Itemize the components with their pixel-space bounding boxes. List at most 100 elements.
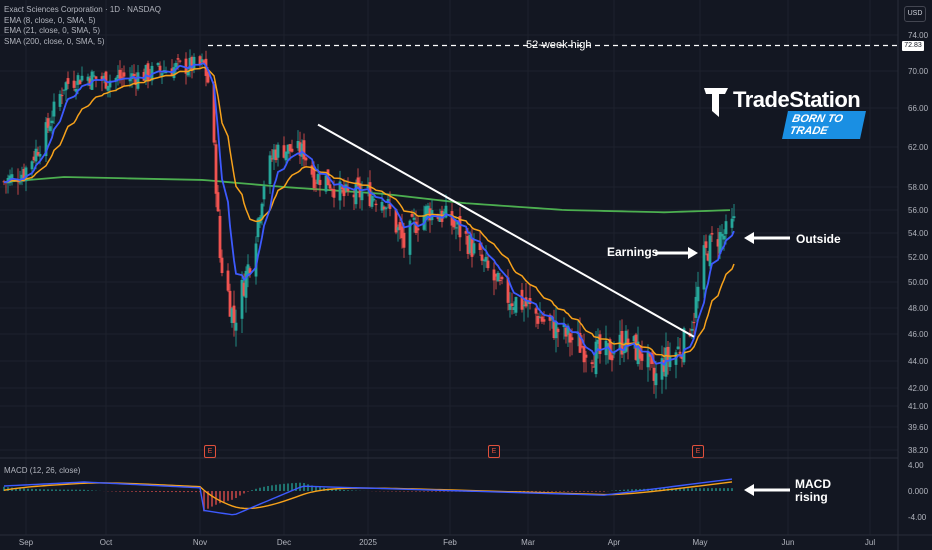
macd-histogram-bar	[39, 489, 41, 491]
candle-body	[72, 80, 76, 88]
candle	[640, 340, 644, 370]
macd-histogram-bar	[67, 489, 69, 491]
macd-line	[3, 478, 733, 516]
candle-body	[118, 69, 122, 79]
candle	[596, 328, 600, 359]
candle	[470, 228, 474, 268]
macd-histogram-bar	[407, 491, 409, 492]
candle-body	[114, 78, 118, 82]
candle-body	[296, 141, 300, 149]
y-tick-label: 58.00	[908, 183, 929, 192]
macd-histogram-bar	[287, 483, 289, 491]
candle-body	[484, 256, 488, 262]
macd-histogram-bar	[563, 491, 565, 492]
macd-histogram-bar	[635, 489, 637, 491]
candle-body	[38, 153, 42, 157]
macd-histogram-bar	[615, 490, 617, 491]
candle	[536, 312, 540, 330]
macd-histogram-bar	[675, 488, 677, 491]
y-axis-labels: 74.00 70.00 66.00 62.00 58.00 56.00 54.00 52.00…	[908, 31, 929, 455]
candle-body	[578, 332, 582, 353]
candle	[232, 290, 236, 337]
candle-body	[570, 337, 574, 341]
candle-body	[298, 142, 302, 156]
candle	[540, 312, 544, 325]
macd-histogram-bar	[51, 489, 53, 491]
macd-histogram-bar	[343, 489, 345, 491]
y-tick-label: 41.00	[908, 402, 929, 411]
candle-body	[128, 77, 132, 82]
y-tick-label: 46.00	[908, 330, 929, 339]
candle	[552, 309, 556, 340]
candle	[554, 307, 558, 353]
candle-body	[590, 362, 594, 365]
macd-histogram-bar	[255, 488, 257, 491]
macd-histogram-bar	[731, 488, 733, 491]
earnings-marker[interactable]: E	[488, 445, 500, 458]
macd-histogram-bar	[303, 483, 305, 491]
candle	[732, 203, 736, 222]
candle	[508, 292, 512, 318]
candle-body	[78, 80, 82, 85]
candle-body	[494, 273, 498, 277]
macd-histogram-bar	[587, 491, 589, 492]
candle-body	[412, 217, 416, 220]
macd-histogram-bar	[659, 488, 661, 491]
candle	[254, 236, 258, 285]
candle-body	[636, 341, 640, 365]
candle-body	[554, 322, 558, 339]
candle	[492, 262, 496, 296]
macd-histogram-bar	[87, 490, 89, 491]
candle-body	[388, 203, 392, 209]
macd-annotation-line2: rising	[795, 490, 828, 504]
macd-histogram-bar	[551, 491, 553, 492]
candle	[384, 206, 388, 218]
candle	[260, 202, 264, 226]
macd-histogram-bar	[335, 489, 337, 491]
macd-histogram-bar	[83, 489, 85, 491]
macd-histogram-bar	[623, 489, 625, 491]
candle	[120, 67, 124, 88]
candle	[156, 62, 160, 67]
candle	[526, 300, 530, 318]
candle	[382, 205, 386, 218]
candle	[146, 60, 150, 89]
candle-body	[492, 269, 496, 281]
candle	[122, 65, 126, 86]
macd-histogram-bar	[3, 486, 5, 491]
macd-histogram-bar	[283, 483, 285, 491]
candle-body	[400, 226, 404, 239]
x-tick-label: Apr	[608, 538, 621, 547]
candle	[410, 210, 414, 218]
currency-button[interactable]: USD	[904, 6, 926, 22]
candle-body	[676, 346, 680, 349]
earnings-marker[interactable]: E	[204, 445, 216, 458]
macd-histogram-bar	[47, 489, 49, 491]
candle-body	[702, 245, 706, 290]
candle-body	[108, 80, 112, 88]
macd-annotation-line1: MACD	[795, 477, 831, 491]
x-tick-label: Jun	[782, 538, 795, 547]
macd-histogram-bar	[267, 485, 269, 491]
candle-body	[450, 211, 454, 226]
candle	[372, 195, 376, 202]
macd-histogram-bar	[619, 489, 621, 491]
candle-body	[594, 341, 598, 375]
macd-histogram-bar	[679, 488, 681, 491]
candle	[340, 185, 344, 194]
candle-body	[584, 354, 588, 358]
candle	[116, 65, 120, 86]
candle-body	[402, 232, 406, 248]
candle	[522, 300, 526, 322]
candle-body	[30, 161, 34, 170]
candle-body	[288, 144, 292, 152]
macd-histogram-bar	[439, 491, 441, 492]
candle	[200, 53, 204, 68]
candle-body	[564, 327, 568, 337]
macd-histogram-bar	[19, 488, 21, 491]
macd-histogram-bar	[447, 491, 449, 492]
candle-body	[92, 75, 96, 77]
candle	[528, 283, 532, 310]
earnings-marker[interactable]: E	[692, 445, 704, 458]
